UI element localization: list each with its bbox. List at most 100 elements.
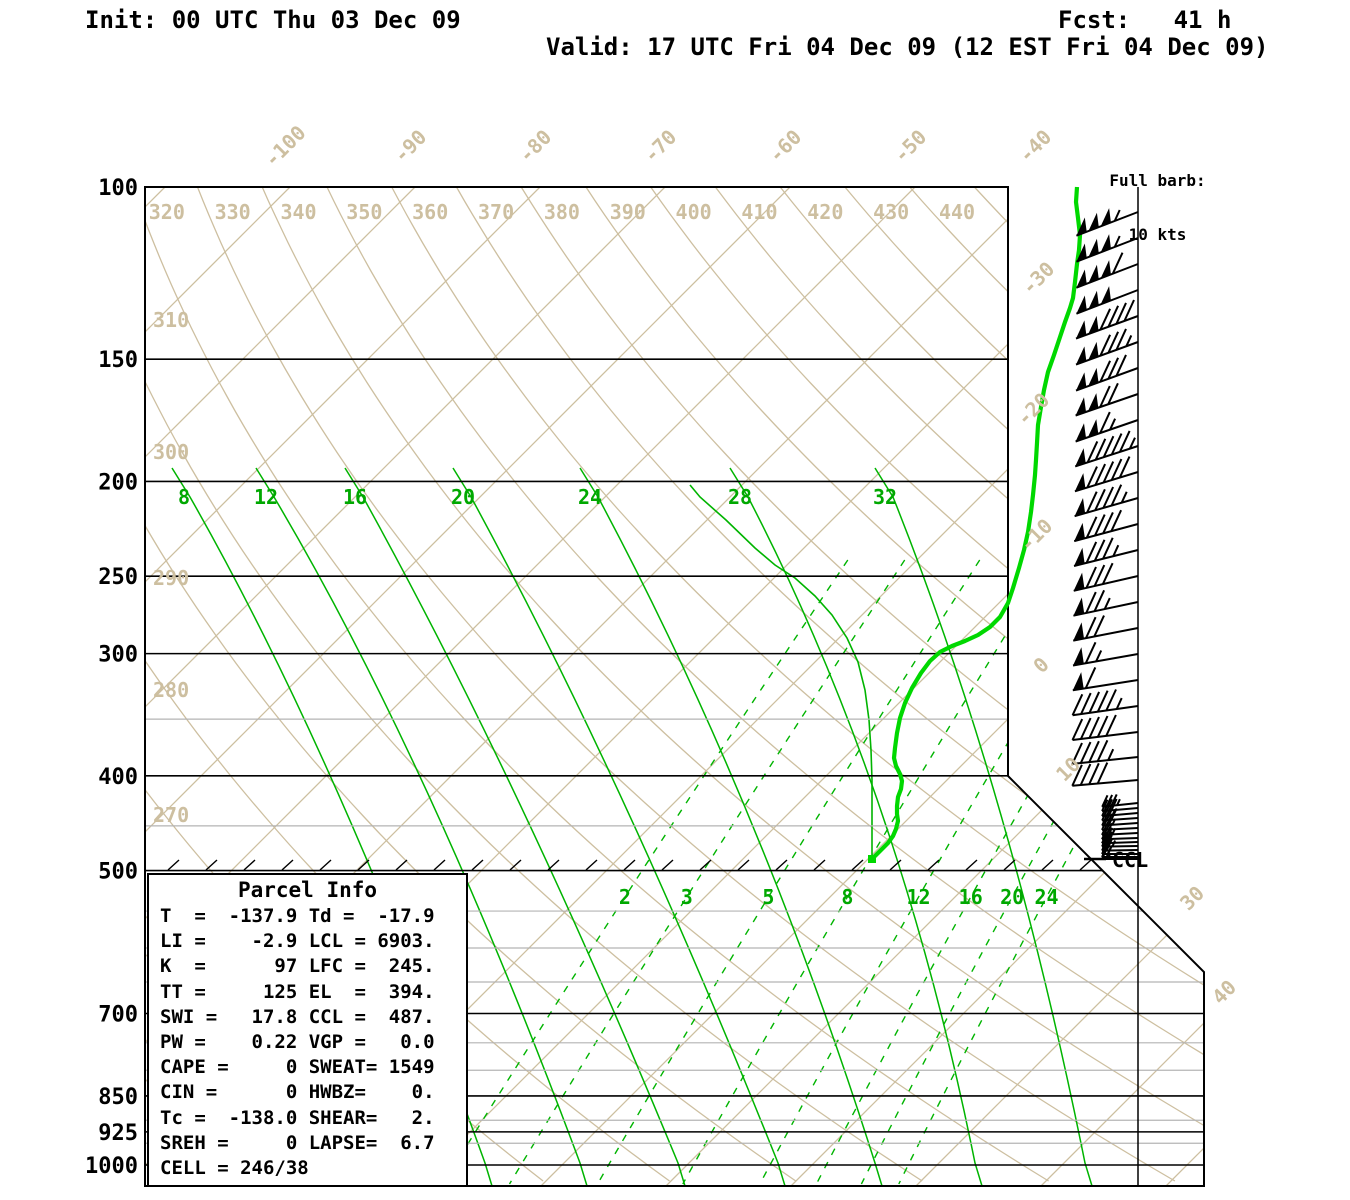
isotherm-line xyxy=(145,187,416,1186)
hatch-tick xyxy=(243,859,256,871)
wind-barb xyxy=(1074,430,1139,468)
dry-adiabat-line xyxy=(196,187,1176,1182)
pressure-axis-label: 300 xyxy=(98,643,138,668)
dry-adiabat-left-label: 310 xyxy=(153,308,189,332)
isotherm-line xyxy=(145,187,541,1186)
mixing-ratio-label: 12 xyxy=(906,885,930,909)
wind-barb xyxy=(1075,354,1139,392)
init-time-label: Init: 00 UTC Thu 03 Dec 09 xyxy=(85,6,461,34)
moist-adiabat-line xyxy=(344,467,686,1186)
dry-adiabat-line xyxy=(391,187,1204,1182)
hatch-tick xyxy=(851,859,864,871)
dry-adiabat-line xyxy=(145,187,923,1182)
barb-legend-line2: 10 kts xyxy=(1128,225,1187,244)
hatch-tick xyxy=(1079,859,1092,871)
dry-adiabat-top-label: 320 xyxy=(149,200,185,224)
moist-adiabat-label: 32 xyxy=(873,485,897,509)
chart-frame xyxy=(144,186,1205,1187)
dry-adiabat-line xyxy=(261,187,1204,1182)
isotherm-right-label: 0 xyxy=(1028,652,1053,677)
parcel-info-title: Parcel Info xyxy=(237,878,378,902)
hatch-marks-500 xyxy=(167,859,1092,871)
dry-adiabat-line xyxy=(145,187,797,1182)
wind-barb xyxy=(1071,739,1139,765)
wind-barb xyxy=(1072,666,1139,692)
moist-adiabat-label: 8 xyxy=(178,485,190,509)
pressure-axis-label: 1000 xyxy=(85,1154,138,1179)
hatch-tick xyxy=(813,859,826,871)
parcel-row: CAPE = 0 SWEAT= 1549 xyxy=(160,1056,435,1079)
parcel-row: CIN = 0 HWBZ= 0. xyxy=(160,1081,435,1104)
dry-adiabat-line xyxy=(714,187,1204,1182)
parcel-row: TT = 125 EL = 394. xyxy=(160,980,435,1003)
wind-barb xyxy=(1073,562,1139,592)
parcel-row: SREH = 0 LAPSE= 6.7 xyxy=(160,1131,435,1154)
hatch-tick xyxy=(623,859,636,871)
hatch-tick xyxy=(661,859,674,871)
hatch-tick xyxy=(509,859,522,871)
mixing-ratio-label: 5 xyxy=(762,885,774,909)
hatch-tick xyxy=(395,859,408,871)
parcel-info-rows: T = -137.9 Td = -17.9 LI = -2.9 LCL = 69… xyxy=(149,904,466,1181)
dry-adiabat-line xyxy=(585,187,1204,1182)
pressure-axis-label: 150 xyxy=(98,348,138,373)
pressure-axis-label: 200 xyxy=(98,470,138,495)
hatch-tick xyxy=(167,859,180,871)
hatch-tick xyxy=(737,859,750,871)
hatch-tick xyxy=(433,859,446,871)
wind-barb xyxy=(1073,589,1139,617)
dry-adiabat-line xyxy=(520,187,1204,1182)
sounding-surface-marker xyxy=(868,855,876,863)
hatch-tick xyxy=(205,859,218,871)
isotherm-right-label: -20 xyxy=(1012,388,1055,431)
hatch-tick xyxy=(1041,859,1054,871)
moist-adiabat-label: 20 xyxy=(451,485,475,509)
isotherm-top-label: -60 xyxy=(764,125,807,168)
mixing-ratio-label: 2 xyxy=(619,885,631,909)
moist-adiabat-line xyxy=(874,467,1093,1186)
pressure-axis-label: 500 xyxy=(98,860,138,885)
dry-adiabat-top-label: 390 xyxy=(610,200,646,224)
isotherm-top-label: -80 xyxy=(514,125,557,168)
mixing-ratio-label: 16 xyxy=(959,885,983,909)
pressure-axis-label: 850 xyxy=(98,1085,138,1110)
hatch-tick xyxy=(1003,859,1016,871)
wind-barb xyxy=(1074,456,1139,493)
dry-adiabat-left-label: 270 xyxy=(153,803,189,827)
isotherm-top-label: -70 xyxy=(639,125,682,168)
wind-barbs xyxy=(1071,208,1139,860)
dry-adiabat-top-label: 430 xyxy=(873,200,909,224)
hatch-tick xyxy=(471,859,484,871)
dry-adiabat-top-label: 360 xyxy=(412,200,448,224)
dry-adiabat-top-label: 400 xyxy=(676,200,712,224)
dry-adiabat-left-label: 280 xyxy=(153,678,189,702)
mixing-ratio-line xyxy=(442,559,849,1185)
mixing-ratio-line xyxy=(508,559,906,1185)
moist-adiabat-label: 24 xyxy=(578,485,602,509)
isotherm-top-label: -100 xyxy=(260,121,311,172)
wind-barb xyxy=(1075,411,1139,443)
moist-adiabat-line xyxy=(729,467,983,1186)
hatch-tick xyxy=(281,859,294,871)
hatch-tick xyxy=(585,859,598,871)
parcel-row: Tc = -138.0 SHEAR= 2. xyxy=(160,1106,435,1129)
hatch-tick xyxy=(547,859,560,871)
moist-adiabat-label: 12 xyxy=(254,485,278,509)
wind-barb xyxy=(1075,299,1139,340)
isotherm-line xyxy=(790,187,1204,1186)
wind-barb xyxy=(1076,252,1139,289)
dry-adiabat-line xyxy=(145,187,165,1182)
pressure-axis-label: 400 xyxy=(98,765,138,790)
wind-barb-legend: Full barb: 10 kts xyxy=(1075,136,1240,280)
dry-adiabat-top-label: 370 xyxy=(478,200,514,224)
wind-barb xyxy=(1076,286,1139,315)
parcel-row: SWI = 17.8 CCL = 487. xyxy=(160,1005,435,1028)
isotherm-right-label: 40 xyxy=(1207,975,1241,1009)
wind-barb xyxy=(1073,537,1139,567)
hatch-tick xyxy=(775,859,788,871)
dry-adiabat-line xyxy=(779,187,1204,1182)
sounding-trace xyxy=(870,186,1083,861)
isotherm-right-label: 30 xyxy=(1175,881,1209,915)
forecast-hour-label: Fcst: 41 h xyxy=(1058,6,1232,34)
